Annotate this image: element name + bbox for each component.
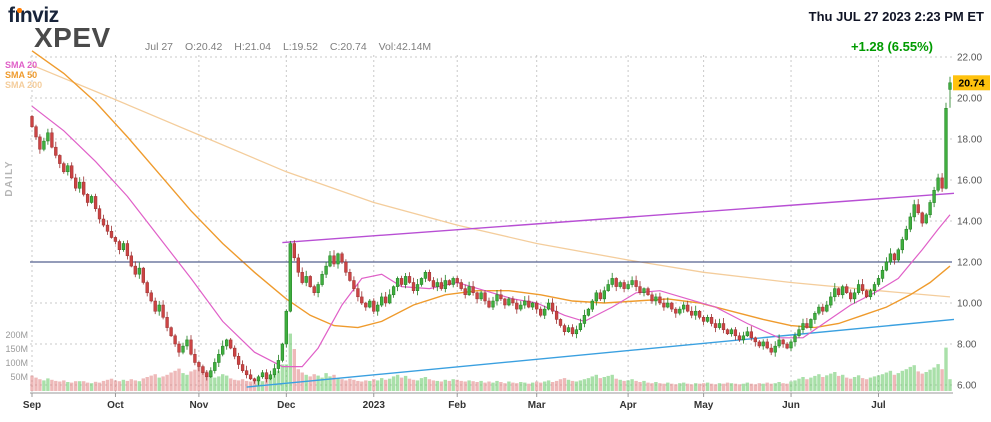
svg-text:14.00: 14.00 [957, 217, 982, 228]
svg-text:Oct: Oct [107, 400, 124, 411]
svg-text:May: May [694, 400, 714, 411]
quote-line: Jul 27 O:20.42 H:21.04 L:19.52 C:20.74 V… [145, 41, 440, 53]
svg-text:200M: 200M [5, 330, 28, 340]
svg-text:12.00: 12.00 [957, 258, 982, 269]
svg-text:150M: 150M [5, 344, 28, 354]
quote-close: C:20.74 [329, 41, 367, 53]
svg-text:6.00: 6.00 [957, 381, 977, 392]
grid-lines [30, 55, 952, 393]
support-trendline [246, 318, 955, 388]
svg-text:Nov: Nov [189, 400, 208, 411]
svg-text:Jun: Jun [782, 400, 800, 411]
quote-volume: Vol:42.14M [378, 41, 432, 53]
finviz-logo[interactable]: fınviz [8, 4, 59, 28]
legend-sma20: SMA 20 [5, 60, 38, 70]
sma-legend: SMA 20 SMA 50 SMA 200 [5, 60, 42, 90]
sma50-line [31, 50, 951, 329]
svg-text:Mar: Mar [528, 400, 546, 411]
resistance-trendline [282, 192, 955, 244]
current-price-badge: 20.74 [953, 75, 990, 91]
svg-text:20.00: 20.00 [957, 94, 982, 105]
svg-text:8.00: 8.00 [957, 340, 977, 351]
price-change: +1.28 (6.55%) [850, 39, 933, 54]
month-labels: Sep Oct Nov Dec 2023 Feb Mar Apr May Jun Jul [23, 393, 886, 411]
svg-text:50M: 50M [10, 372, 28, 382]
datetime-label: Thu JUL 27 2023 2:23 PM ET [808, 9, 984, 24]
svg-text:10.00: 10.00 [957, 299, 982, 310]
svg-text:20.74: 20.74 [958, 78, 984, 90]
candlesticks [30, 76, 952, 386]
quote-high: H:21.04 [234, 41, 272, 53]
svg-text:2023: 2023 [363, 400, 386, 411]
svg-text:22.00: 22.00 [957, 53, 982, 64]
svg-text:Dec: Dec [277, 400, 296, 411]
svg-text:Apr: Apr [619, 400, 636, 411]
volume-bars [30, 333, 952, 391]
legend-sma200: SMA 200 [5, 80, 43, 90]
price-axis-labels: 6.00 8.00 10.00 12.00 14.00 16.00 18.00 20.00 22… [957, 53, 982, 392]
svg-text:18.00: 18.00 [957, 135, 982, 146]
svg-text:Jul: Jul [871, 400, 886, 411]
svg-text:Feb: Feb [448, 400, 466, 411]
quote-open: O:20.42 [184, 41, 223, 53]
volume-axis-labels: 200M 150M 100M 50M [5, 330, 28, 382]
quote-date: Jul 27 [145, 41, 174, 53]
svg-text:100M: 100M [5, 358, 28, 368]
svg-text:Sep: Sep [23, 400, 41, 411]
svg-text:16.00: 16.00 [957, 176, 982, 187]
ticker-symbol: XPEV [34, 22, 111, 53]
legend-sma50: SMA 50 [5, 70, 38, 80]
logo-orange-dot [17, 8, 22, 13]
sma200-line [31, 64, 951, 298]
quote-low: L:19.52 [282, 41, 318, 53]
